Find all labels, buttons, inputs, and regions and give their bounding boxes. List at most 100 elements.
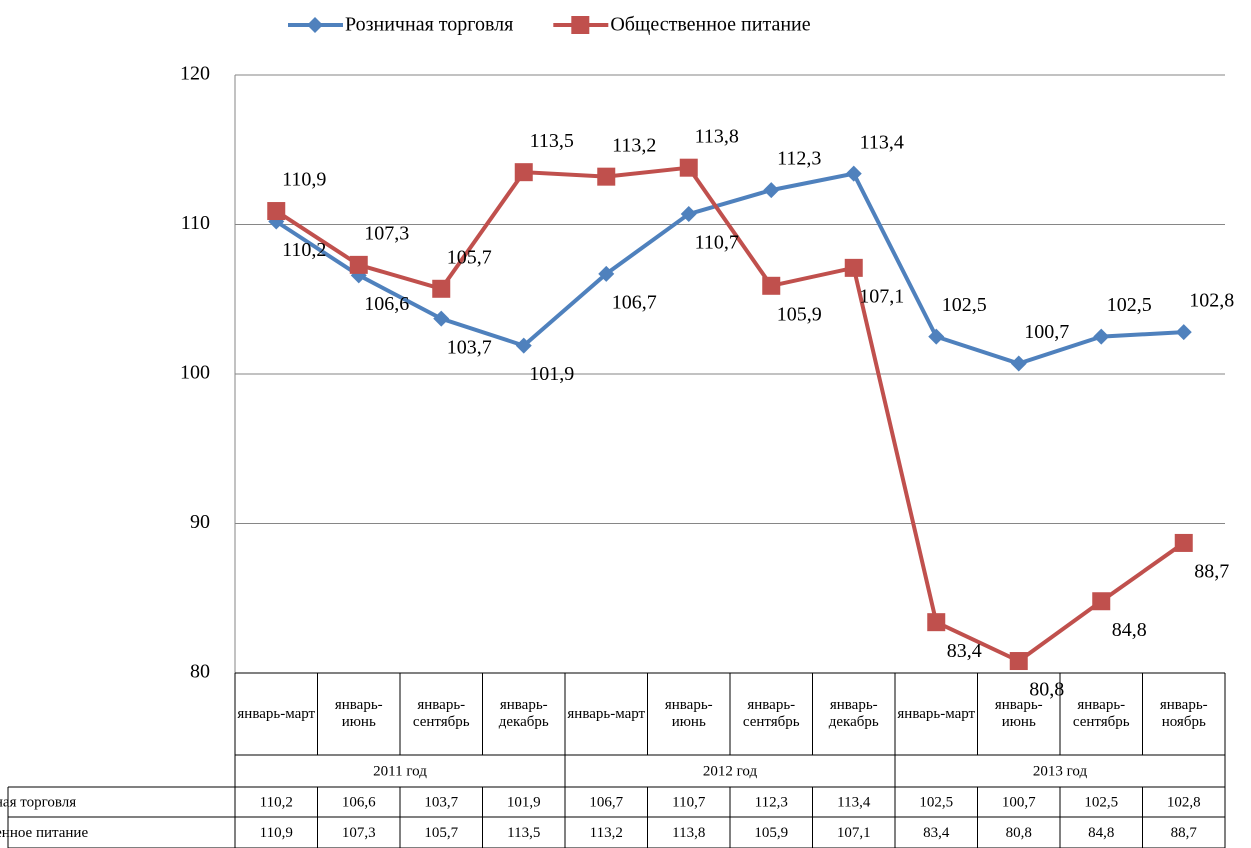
marker bbox=[1174, 533, 1193, 552]
x-tick-label: январь-декабрь bbox=[498, 697, 549, 730]
data-label: 105,9 bbox=[777, 303, 822, 325]
data-label: 102,5 bbox=[1107, 294, 1152, 316]
marker bbox=[597, 167, 616, 186]
marker bbox=[763, 182, 780, 199]
data-label: 110,2 bbox=[282, 239, 326, 261]
table-cell: 105,7 bbox=[424, 825, 458, 841]
category-cell: январь-март bbox=[897, 705, 976, 722]
marker bbox=[845, 165, 862, 182]
x-tick-label: январь-сентябрь bbox=[742, 697, 800, 730]
x-tick-label: январь-март bbox=[567, 705, 646, 722]
table-cell: 100,7 bbox=[1002, 794, 1036, 810]
x-tick-label: январь-март bbox=[237, 705, 316, 722]
x-tick-label: январь-март bbox=[897, 705, 976, 722]
legend-item: Розничная торговля bbox=[288, 14, 513, 36]
category-cell: январь-сентябрь bbox=[1072, 697, 1130, 730]
marker bbox=[1009, 652, 1028, 671]
marker bbox=[679, 158, 698, 177]
marker bbox=[928, 328, 945, 345]
data-label: 84,8 bbox=[1112, 619, 1147, 641]
marker bbox=[1092, 592, 1111, 611]
marker bbox=[762, 276, 781, 295]
marker bbox=[571, 16, 590, 34]
x-tick-label: январь-сентябрь bbox=[1072, 697, 1130, 730]
table-cell: 102,8 bbox=[1167, 794, 1201, 810]
data-label: 112,3 bbox=[777, 148, 821, 170]
data-label: 102,8 bbox=[1189, 290, 1234, 312]
legend-label: Розничная торговля bbox=[345, 14, 513, 36]
row-header: Общественное питание bbox=[0, 825, 88, 841]
data-label: 106,6 bbox=[364, 293, 409, 315]
table-cell: 113,4 bbox=[837, 794, 871, 810]
x-tick-label: январь-декабрь bbox=[828, 697, 879, 730]
table-cell: 110,9 bbox=[260, 825, 293, 841]
category-cell: январь-декабрь bbox=[498, 697, 549, 730]
data-label: 107,3 bbox=[364, 222, 409, 244]
table-cell: 107,3 bbox=[342, 825, 376, 841]
marker bbox=[680, 206, 697, 223]
group-label: 2012 год bbox=[703, 763, 758, 779]
marker bbox=[514, 163, 533, 182]
marker bbox=[844, 258, 863, 277]
category-cell: январь-июнь bbox=[664, 697, 713, 730]
group-label: 2013 год bbox=[1033, 763, 1088, 779]
data-label: 102,5 bbox=[942, 294, 987, 316]
data-label: 101,9 bbox=[529, 363, 574, 385]
data-label: 113,4 bbox=[860, 131, 904, 153]
table-cell: 105,9 bbox=[754, 825, 788, 841]
y-tick-label: 100 bbox=[180, 362, 210, 384]
data-label: 113,2 bbox=[612, 134, 656, 156]
table-cell: 107,1 bbox=[837, 825, 871, 841]
category-cell: январь-сентябрь bbox=[742, 697, 800, 730]
category-cell: январь-март bbox=[237, 705, 316, 722]
x-tick-label: январь-ноябрь bbox=[1159, 697, 1208, 730]
table-cell: 102,5 bbox=[1084, 794, 1118, 810]
table-cell: 106,7 bbox=[589, 794, 623, 810]
table-cell: 106,6 bbox=[342, 794, 376, 810]
y-tick-label: 110 bbox=[181, 212, 210, 234]
marker bbox=[1175, 324, 1192, 341]
data-label: 110,9 bbox=[282, 169, 326, 191]
x-tick-label: январь-июнь bbox=[994, 697, 1043, 730]
data-label: 105,7 bbox=[447, 246, 492, 268]
x-tick-label: январь-июнь bbox=[664, 697, 713, 730]
table-cell: 113,2 bbox=[590, 825, 623, 841]
x-tick-label: январь-сентябрь bbox=[412, 697, 470, 730]
data-label: 106,7 bbox=[612, 291, 657, 313]
marker bbox=[515, 337, 532, 354]
table-cell: 113,8 bbox=[672, 825, 705, 841]
legend-label: Общественное питание bbox=[610, 14, 810, 36]
table-cell: 102,5 bbox=[919, 794, 953, 810]
data-label: 110,7 bbox=[695, 232, 739, 254]
table-cell: 110,7 bbox=[672, 794, 706, 810]
category-cell: январь-ноябрь bbox=[1159, 697, 1208, 730]
marker bbox=[349, 255, 368, 274]
marker bbox=[1010, 355, 1027, 372]
table-cell: 113,5 bbox=[507, 825, 540, 841]
marker bbox=[307, 17, 323, 33]
table-cell: 84,8 bbox=[1088, 825, 1114, 841]
data-label: 113,8 bbox=[695, 125, 739, 147]
marker bbox=[433, 310, 450, 327]
group-label: 2011 год bbox=[373, 763, 427, 779]
category-cell: январь-июнь bbox=[334, 697, 383, 730]
legend-item: Общественное питание bbox=[553, 14, 811, 36]
category-cell: январь-сентябрь bbox=[412, 697, 470, 730]
table-cell: 101,9 bbox=[507, 794, 541, 810]
x-tick-label: январь-июнь bbox=[334, 697, 383, 730]
table-cell: 88,7 bbox=[1171, 825, 1198, 841]
data-label: 83,4 bbox=[947, 640, 982, 662]
y-tick-label: 120 bbox=[180, 63, 210, 85]
data-label: 88,7 bbox=[1194, 561, 1229, 583]
marker bbox=[1093, 328, 1110, 345]
category-cell: январь-июнь bbox=[994, 697, 1043, 730]
data-label: 107,1 bbox=[859, 285, 904, 307]
table-cell: 80,8 bbox=[1006, 825, 1032, 841]
row-header: Розничная торговля bbox=[0, 794, 76, 810]
category-cell: январь-март bbox=[567, 705, 646, 722]
marker bbox=[927, 613, 946, 632]
table-cell: 83,4 bbox=[923, 825, 950, 841]
table-cell: 112,3 bbox=[755, 794, 788, 810]
table-cell: 103,7 bbox=[424, 794, 458, 810]
data-label: 103,7 bbox=[447, 336, 492, 358]
